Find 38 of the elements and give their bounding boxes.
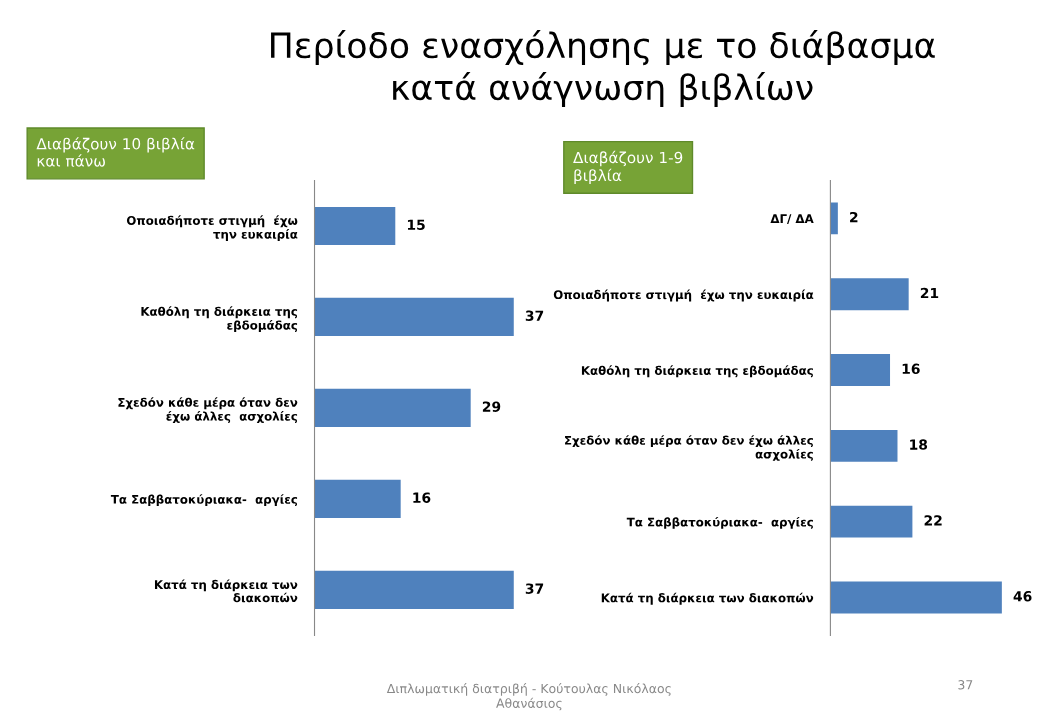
y-tick-label: Κατά τη διάρκεια των διακοπών	[601, 592, 814, 605]
bar	[314, 570, 514, 609]
bar	[830, 581, 1002, 614]
data-label: 37	[525, 583, 544, 594]
text: 37	[958, 680, 973, 690]
text: Περίοδο ενασχόλησης με το διάβασμα κατά ανάγνωση βιβλίων	[271, 30, 935, 108]
y-tick-label: Κατά τη διάρκεια των διακοπών	[154, 579, 298, 603]
bar	[314, 206, 396, 246]
data-label: 21	[920, 287, 939, 299]
y-tick-label: Οποιαδήποτε στιγμή έχω την ευκαιρία	[553, 289, 814, 302]
data-label: 29	[482, 401, 501, 412]
bar	[830, 505, 913, 538]
y-tick-label: Σχεδόν κάθε μέρα όταν δεν έχω άλλες ασχολίες	[565, 435, 813, 461]
y-tick-label: Τα Σαββατοκύριακα- αργίες	[626, 516, 813, 529]
bar	[830, 202, 838, 235]
data-label: 46	[1013, 590, 1032, 602]
bar	[830, 354, 891, 386]
data-label: 18	[910, 439, 928, 450]
y-tick-label: Σχεδόν κάθε μέρα όταν δεν έχω άλλες ασχολίες	[118, 397, 298, 423]
data-label: 16	[902, 363, 920, 375]
data-label: 22	[924, 515, 942, 526]
data-label: 16	[413, 492, 431, 503]
bar	[830, 278, 909, 311]
bar	[314, 479, 401, 519]
bar	[830, 429, 898, 462]
data-label: 15	[407, 219, 425, 231]
text: Διπλωματική διατριβή - Κούτουλας Νικόλαος Αθανάσιος	[386, 683, 671, 711]
text: Διαβάζουν 1-9 βιβλία	[573, 150, 683, 185]
data-label: 37	[525, 310, 544, 321]
bar	[314, 388, 471, 428]
y-tick-label: Τα Σαββατοκύριακα- αργίες	[110, 494, 298, 507]
y-tick-label: Καθόλη τη διάρκεια της εβδομάδας	[141, 306, 298, 332]
data-label: 2	[850, 211, 858, 223]
text: Διαβάζουν 10 βιβλία και πάνω	[36, 137, 195, 167]
y-tick-label: ΔΓ/ ΔΑ	[770, 214, 814, 224]
y-tick-label: Καθόλη τη διάρκεια της εβδομάδας	[581, 365, 813, 378]
bar	[314, 297, 514, 337]
y-tick-label: Οποιαδήποτε στιγμή έχω την ευκαιρία	[126, 215, 298, 242]
